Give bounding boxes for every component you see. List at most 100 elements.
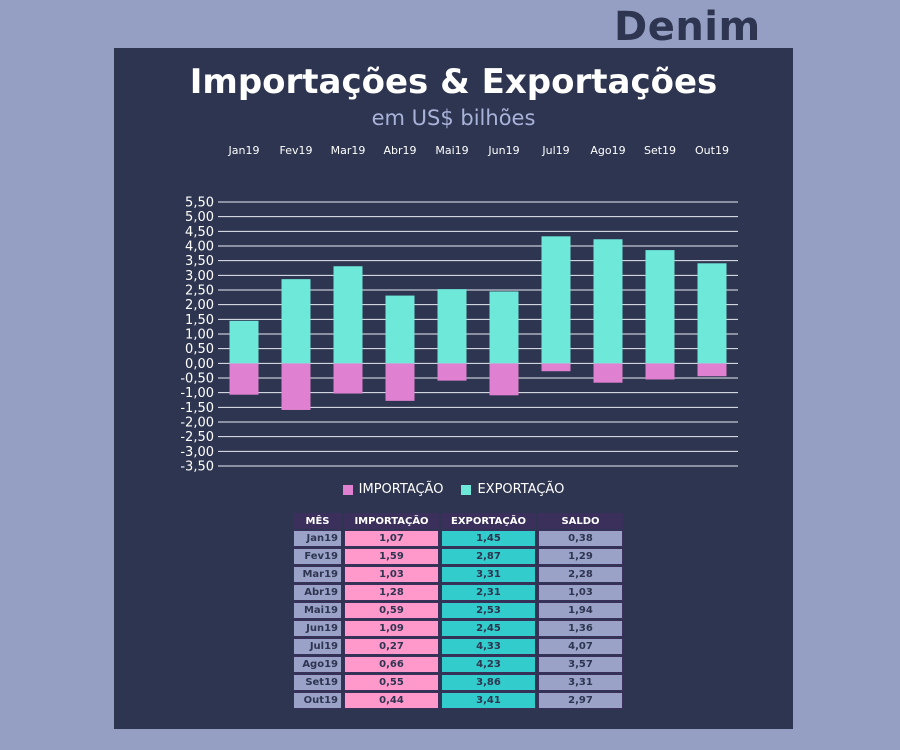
bar-exportacao: [229, 320, 259, 364]
x-tick-label: Mar19: [331, 144, 366, 157]
x-tick-label: Jan19: [228, 144, 260, 157]
x-tick-label: Fev19: [280, 144, 313, 157]
cell-saldo: 3,31: [538, 674, 623, 691]
cell-mes: Jun19: [293, 620, 342, 637]
bar-exportacao: [593, 239, 623, 364]
cell-importacao: 0,27: [344, 638, 439, 655]
bar-exportacao: [541, 236, 571, 364]
table-row: Jul19 0,27 4,33 4,07: [293, 638, 623, 655]
cell-importacao: 1,09: [344, 620, 439, 637]
col-header-exportacao: EXPORTAÇÃO: [441, 513, 536, 529]
bar-exportacao: [697, 263, 727, 364]
bar-exportacao: [437, 289, 467, 364]
x-tick-label: Jul19: [541, 144, 569, 157]
cell-exportacao: 3,41: [441, 692, 536, 709]
table-row: Out19 0,44 3,41 2,97: [293, 692, 623, 709]
bar-importacao: [489, 363, 519, 396]
table-row: Abr19 1,28 2,31 1,03: [293, 584, 623, 601]
bar-exportacao: [333, 266, 363, 364]
x-tick-label: Ago19: [590, 144, 625, 157]
bar-exportacao: [385, 295, 415, 364]
brand-logo: Denim: [614, 4, 761, 50]
cell-saldo: 1,29: [538, 548, 623, 565]
cell-exportacao: 2,53: [441, 602, 536, 619]
col-header-mes: MÊS: [293, 513, 342, 529]
cell-saldo: 0,38: [538, 530, 623, 547]
cell-importacao: 1,28: [344, 584, 439, 601]
y-tick-label: -1,50: [180, 401, 214, 416]
col-header-saldo: SALDO: [538, 513, 623, 529]
table-row: Mar19 1,03 3,31 2,28: [293, 566, 623, 583]
cell-exportacao: 2,87: [441, 548, 536, 565]
cell-importacao: 0,66: [344, 656, 439, 673]
cell-exportacao: 3,86: [441, 674, 536, 691]
x-tick-label: Mai19: [435, 144, 468, 157]
y-tick-label: 0,50: [185, 342, 214, 357]
cell-importacao: 1,03: [344, 566, 439, 583]
x-tick-label: Set19: [644, 144, 676, 157]
legend-label-exportacao: EXPORTAÇÃO: [477, 482, 565, 497]
cell-saldo: 3,57: [538, 656, 623, 673]
legend-swatch-exportacao: [461, 484, 472, 495]
cell-mes: Ago19: [293, 656, 342, 673]
bar-importacao: [437, 363, 467, 381]
y-tick-label: 4,00: [185, 240, 214, 255]
cell-importacao: 0,59: [344, 602, 439, 619]
y-tick-label: 2,00: [185, 298, 214, 313]
bar-exportacao: [489, 291, 519, 364]
cell-importacao: 1,59: [344, 548, 439, 565]
bar-chart: 5,505,004,504,003,503,002,502,001,501,00…: [180, 144, 738, 475]
x-tick-label: Jun19: [487, 144, 519, 157]
data-table: MÊS IMPORTAÇÃO EXPORTAÇÃO SALDO Jan19 1,0…: [291, 512, 625, 710]
cell-importacao: 1,07: [344, 530, 439, 547]
chart-title: Importações & Exportações: [189, 62, 718, 102]
cell-mes: Mar19: [293, 566, 342, 583]
x-tick-label: Abr19: [383, 144, 416, 157]
legend-item-exportacao: EXPORTAÇÃO: [461, 482, 564, 497]
y-tick-label: -3,00: [180, 445, 214, 460]
y-tick-label: 1,50: [185, 313, 214, 328]
y-tick-label: -3,50: [180, 460, 214, 475]
cell-saldo: 4,07: [538, 638, 623, 655]
chart-panel: Importações & Exportações em US$ bilhões…: [114, 48, 793, 729]
y-tick-label: 0,00: [185, 357, 214, 372]
y-tick-label: -0,50: [180, 372, 214, 387]
y-tick-label: -1,00: [180, 386, 214, 401]
table-header-row: MÊS IMPORTAÇÃO EXPORTAÇÃO SALDO: [293, 513, 623, 529]
bar-importacao: [593, 363, 623, 383]
cell-saldo: 1,94: [538, 602, 623, 619]
y-tick-label: 2,50: [185, 284, 214, 299]
table-row: Set19 0,55 3,86 3,31: [293, 674, 623, 691]
bar-exportacao: [281, 279, 311, 364]
x-tick-label: Out19: [695, 144, 729, 157]
cell-mes: Fev19: [293, 548, 342, 565]
table-row: Mai19 0,59 2,53 1,94: [293, 602, 623, 619]
bar-importacao: [333, 363, 363, 394]
legend-swatch-importacao: [342, 484, 353, 495]
y-tick-label: 4,50: [185, 225, 214, 240]
cell-importacao: 0,44: [344, 692, 439, 709]
table-row: Fev19 1,59 2,87 1,29: [293, 548, 623, 565]
cell-exportacao: 3,31: [441, 566, 536, 583]
cell-mes: Mai19: [293, 602, 342, 619]
bar-exportacao: [645, 250, 675, 364]
bar-importacao: [697, 363, 727, 377]
cell-saldo: 1,36: [538, 620, 623, 637]
y-tick-label: 1,00: [185, 328, 214, 343]
bar-importacao: [385, 363, 415, 401]
cell-saldo: 2,97: [538, 692, 623, 709]
cell-exportacao: 2,45: [441, 620, 536, 637]
cell-exportacao: 1,45: [441, 530, 536, 547]
cell-exportacao: 2,31: [441, 584, 536, 601]
cell-mes: Out19: [293, 692, 342, 709]
y-tick-label: 5,50: [185, 196, 214, 211]
bar-importacao: [229, 363, 259, 395]
cell-exportacao: 4,33: [441, 638, 536, 655]
col-header-importacao: IMPORTAÇÃO: [344, 513, 439, 529]
bar-importacao: [541, 363, 571, 372]
y-tick-label: 5,00: [185, 210, 214, 225]
legend-label-importacao: IMPORTAÇÃO: [358, 482, 444, 497]
bar-importacao: [281, 363, 311, 410]
y-tick-label: 3,00: [185, 269, 214, 284]
y-tick-label: -2,50: [180, 430, 214, 445]
